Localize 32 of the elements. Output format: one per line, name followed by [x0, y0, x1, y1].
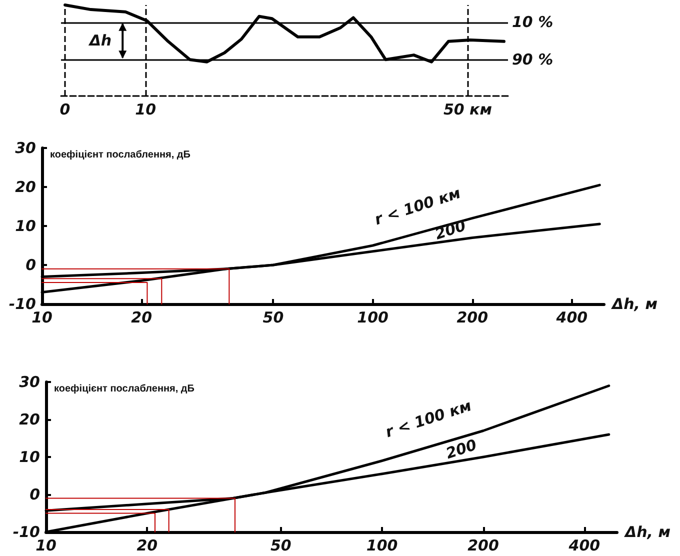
y-tick-label: -10	[12, 523, 40, 541]
y-axis-title: коефіцієнт послаблення, дБ	[54, 384, 194, 394]
x-tick-label: 100	[357, 308, 388, 326]
x-axis-title: Δh, м	[611, 295, 658, 313]
y-tick-label: 0	[30, 486, 40, 504]
text: 200	[432, 216, 468, 244]
y-tick-label: 0	[26, 256, 36, 274]
x-tick-label: 0	[60, 100, 70, 118]
x-axis-title: Δh, м	[624, 523, 670, 541]
x-tick-label: 20	[131, 308, 152, 326]
y-tick-label: 30	[15, 139, 36, 157]
x-tick-label: 10	[135, 100, 156, 118]
x-tick-label: 400	[555, 308, 588, 326]
text: 200	[444, 436, 479, 463]
y-tick-label: 10	[15, 217, 36, 235]
x-tick-label: 100	[366, 536, 398, 554]
y-tick-label: 20	[15, 178, 36, 196]
x-tick-label: 200	[468, 536, 499, 554]
text: 10 %	[512, 12, 554, 31]
text: 90 %	[512, 50, 554, 69]
y-tick-label: 20	[19, 410, 40, 428]
y-tick-label: -10	[8, 295, 36, 313]
y-axis-title: коефіцієнт послаблення, дБ	[50, 150, 190, 160]
x-tick-label: 50	[262, 308, 284, 326]
x-tick-label: 20	[136, 536, 158, 554]
x-tick-label: 50 км	[443, 100, 492, 118]
x-tick-label: 400	[568, 536, 600, 554]
y-tick-label: 10	[19, 448, 40, 466]
x-tick-label: 200	[456, 308, 488, 326]
y-tick-label: 30	[19, 373, 40, 391]
annotation: Δh	[88, 32, 112, 50]
x-tick-label: 50	[270, 536, 292, 554]
